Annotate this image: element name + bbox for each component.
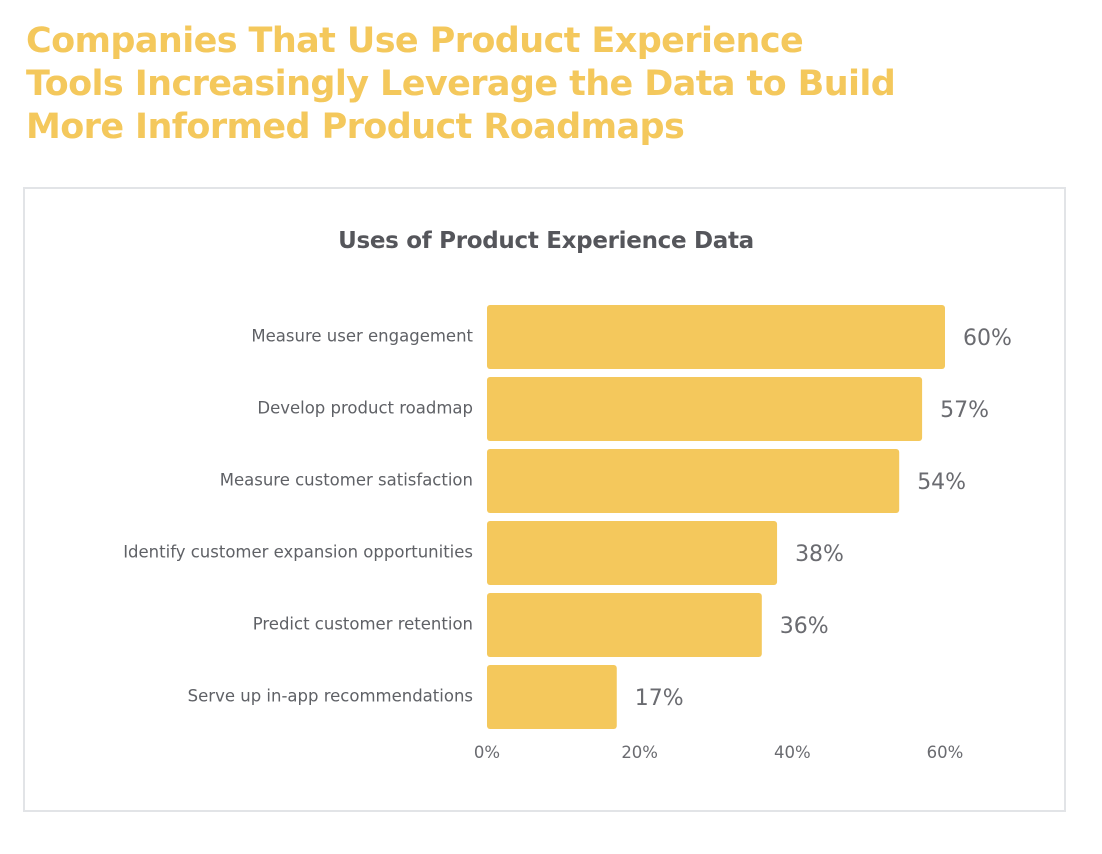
bar: [487, 449, 900, 513]
value-label: 38%: [795, 542, 844, 567]
value-label: 36%: [780, 614, 829, 639]
chart-card: Uses of Product Experience Data Measure …: [23, 187, 1066, 812]
headline-line-3: More Informed Product Roadmaps: [26, 107, 685, 147]
headline: Companies That Use Product Experience To…: [26, 20, 1026, 149]
category-label: Predict customer retention: [253, 615, 473, 634]
bars-layer: Measure user engagement 60% Develop produc…: [123, 305, 1012, 729]
category-label: Develop product roadmap: [257, 399, 473, 418]
bar-row: Predict customer retention 36%: [253, 593, 829, 657]
x-tick-label: 40%: [774, 743, 811, 762]
headline-line-2: Tools Increasingly Leverage the Data to …: [26, 64, 896, 104]
x-tick-label: 60%: [927, 743, 964, 762]
category-label: Measure customer satisfaction: [220, 471, 473, 490]
bar-row: Measure user engagement 60%: [251, 305, 1012, 369]
chart-title: Uses of Product Experience Data: [338, 228, 754, 254]
bar-row: Serve up in-app recommendations 17%: [188, 665, 684, 729]
value-label: 54%: [917, 470, 966, 495]
value-label: 57%: [940, 398, 989, 423]
headline-line-1: Companies That Use Product Experience: [26, 21, 804, 61]
category-label: Serve up in-app recommendations: [188, 687, 473, 706]
bar-row: Identify customer expansion opportunitie…: [123, 521, 844, 585]
category-label: Measure user engagement: [251, 327, 473, 346]
bar: [487, 593, 762, 657]
bar-row: Develop product roadmap 57%: [257, 377, 989, 441]
bar-chart: Uses of Product Experience Data Measure …: [123, 228, 1012, 762]
bar: [487, 665, 617, 729]
value-label: 60%: [963, 326, 1012, 351]
bar: [487, 305, 945, 369]
bar: [487, 521, 778, 585]
value-label: 17%: [635, 686, 684, 711]
x-tick-label: 20%: [621, 743, 658, 762]
category-label: Identify customer expansion opportunitie…: [123, 543, 473, 562]
x-axis-ticks: 0% 20% 40% 60%: [474, 743, 963, 762]
bar-row: Measure customer satisfaction 54%: [220, 449, 966, 513]
bar: [487, 377, 923, 441]
x-tick-label: 0%: [474, 743, 500, 762]
